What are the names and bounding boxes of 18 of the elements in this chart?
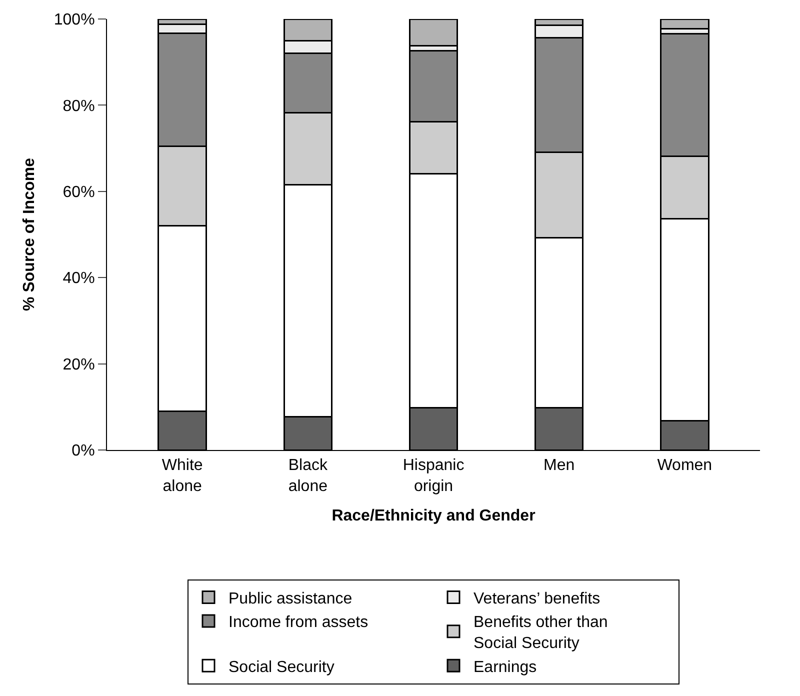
y-tick-label: 100% xyxy=(54,12,95,29)
legend-label: Earnings xyxy=(474,658,537,676)
y-tick-label: 40% xyxy=(62,270,95,288)
legend-label: Social Security xyxy=(228,658,334,676)
y-axis-title: % Source of Income xyxy=(20,158,38,311)
legend-label: Benefits other than Social Security xyxy=(474,614,608,652)
y-tick-label: 60% xyxy=(62,184,95,201)
legend-label: Public assistance xyxy=(228,590,352,608)
y-tick-label: 80% xyxy=(62,98,95,115)
x-tick-label: Hispanic origin xyxy=(402,457,464,495)
y-tick-label: 20% xyxy=(62,356,95,374)
legend-label: Veterans’ benefits xyxy=(474,590,600,608)
x-tick-label: White alone xyxy=(162,457,203,495)
x-tick-label: Women xyxy=(657,457,712,474)
y-tick-label: 0% xyxy=(72,442,95,460)
x-axis-title: Race/Ethnicity and Gender xyxy=(332,508,536,525)
x-tick-label: Black alone xyxy=(288,457,328,495)
x-tick-label: Men xyxy=(544,457,575,474)
